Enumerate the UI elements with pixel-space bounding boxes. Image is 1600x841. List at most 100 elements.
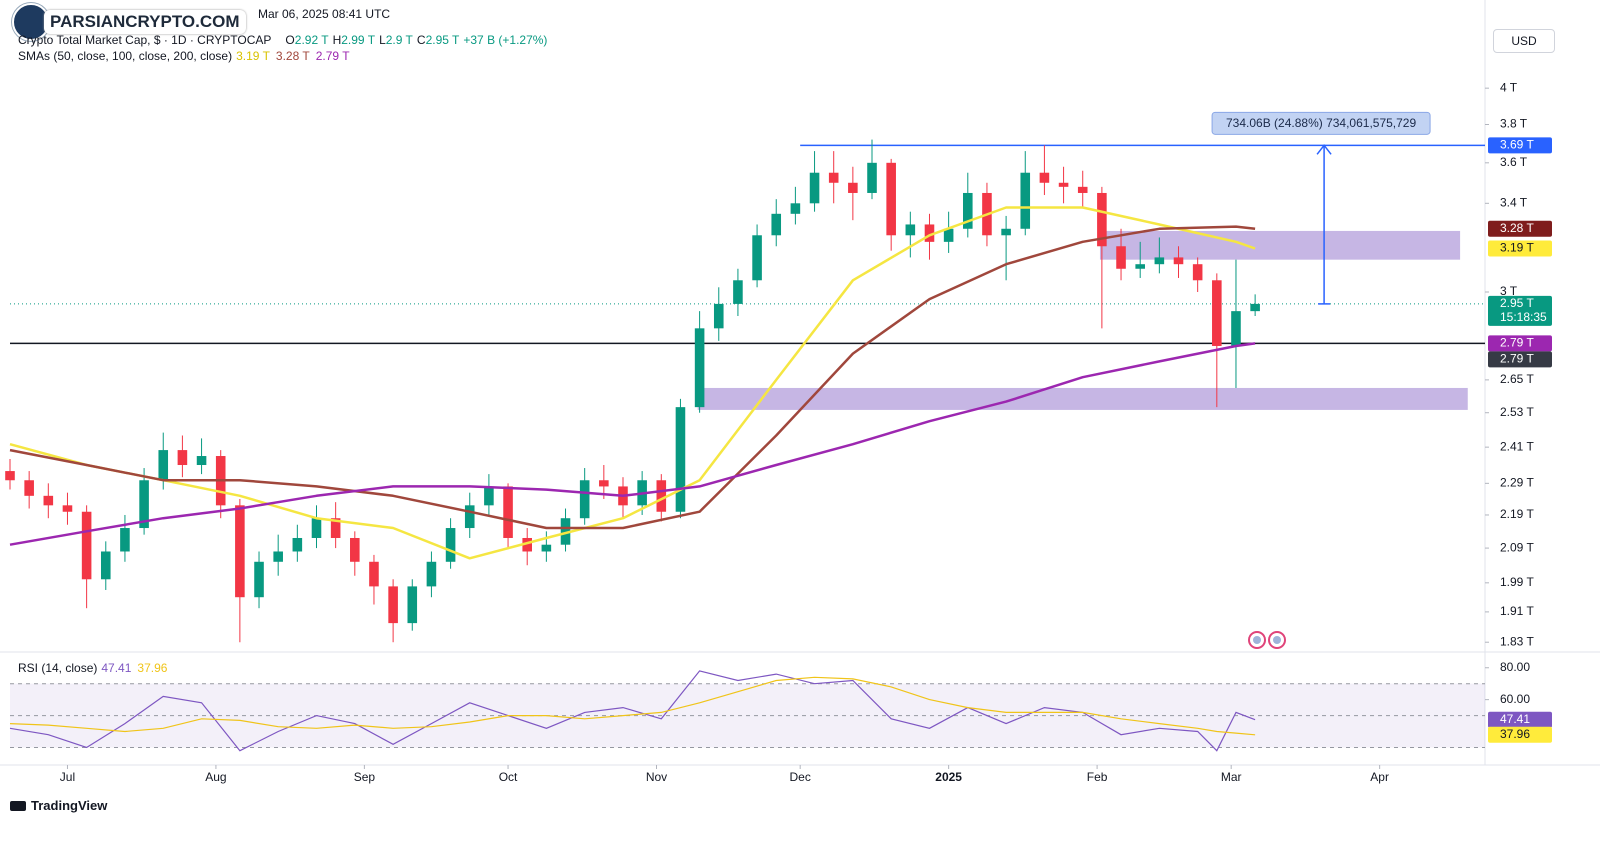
candle-body [1192,264,1203,281]
rsi-label[interactable]: RSI (14, close) [18,661,98,675]
x-tick-label: 2025 [935,770,962,784]
event-icon-inner [1273,636,1281,644]
brand: TradingView [10,798,107,813]
y-tick-label: 2.65 T [1500,372,1534,386]
price-badge-label: 3.69 T [1500,137,1534,151]
y-tick-label: 3.4 T [1500,195,1528,209]
candle-body [848,182,858,193]
rsi-tick-label: 60.00 [1500,692,1530,706]
event-icon-inner [1253,636,1261,644]
candle-body [579,480,590,519]
ohlc-value: 2.95 T [425,33,460,47]
candle-body [292,537,303,552]
x-tick-label: Jul [60,770,75,784]
y-tick-label: 2.09 T [1500,540,1534,554]
sma-line [9,342,1256,546]
x-tick-label: Oct [499,770,518,784]
sma-line [9,206,1256,560]
candle-body [24,480,34,496]
candle-body [560,518,571,545]
ohlc-value: 2.9 T [385,33,413,47]
candle-body [733,280,743,304]
timestamp: Mar 06, 2025 08:41 UTC [258,7,391,21]
candle-body [1097,192,1107,247]
candle-body [330,518,341,538]
candle-body [886,162,896,236]
watermark: PARSIANCRYPTO.COM [12,3,246,41]
candle-body [254,561,264,598]
sma-line [9,225,1256,530]
candle-body [177,450,188,466]
y-tick-label: 3.8 T [1500,117,1528,131]
candle-body [407,586,418,624]
candle-body [445,528,456,562]
candle-body [924,224,935,242]
candle-body [369,561,379,587]
y-tick-label: 4 T [1500,80,1518,94]
ohlc-key: C [416,33,426,47]
y-tick-label: 1.83 T [1500,634,1534,648]
rsi-badge [1488,726,1552,743]
candle-body [771,213,782,236]
y-tick-label: 2.19 T [1500,507,1534,521]
candle-body [541,544,552,552]
x-tick-label: Sep [354,770,376,784]
measure-label: 734.06B (24.88%) 734,061,575,729 [1226,116,1416,130]
candle-body [1020,172,1031,229]
candle-body [503,486,513,538]
price-badge [1488,240,1552,257]
y-tick-label: 1.91 T [1500,604,1534,618]
rsi-row: RSI (14, close) 47.41 37.96 [18,661,167,675]
price-badge [1488,220,1552,237]
sma-legend-value: 2.79 T [315,49,350,63]
candle-body [139,480,149,529]
x-tick-label: Apr [1370,770,1389,784]
currency-button[interactable]: USD [1493,29,1555,53]
sma-legend-value: 3.28 T [275,49,310,63]
ohlc-value: 2.99 T [341,33,376,47]
candle-body [120,528,130,552]
price-badge [1488,295,1552,326]
y-tick-label: 3.6 T [1500,155,1528,169]
ohlc-key: H [332,33,342,47]
rsi-line [9,670,1256,752]
rsi-legend: 47.41 37.96 [101,661,167,675]
candle-body [828,172,839,183]
ohlc-key: O [285,33,295,47]
sma-label[interactable]: SMAs (50, close, 100, close, 200, close) [18,49,233,63]
price-badge-label: 2.79 T [1500,352,1534,366]
ohlc-value: 2.92 T [294,33,329,47]
candle-body [1039,172,1050,183]
watermark-icon [12,3,50,41]
rsi-badge-label: 47.41 [1500,712,1530,726]
symbol-row: Crypto Total Market Cap, $ · 1D · CRYPTO… [18,33,547,47]
rsi-tick-label: 80.00 [1500,660,1530,674]
rsi-legend-value: 37.96 [137,661,168,675]
candle-body [426,561,437,587]
candle-body [388,586,398,624]
candle-body [694,328,705,408]
price-badge-label: 3.28 T [1500,221,1534,235]
x-tick-label: Aug [205,770,226,784]
candle-body [1077,186,1088,193]
candle-body [1154,257,1165,265]
candle-body [273,551,283,562]
candle-body [809,172,820,204]
zone [1099,230,1461,260]
symbol[interactable]: Crypto Total Market Cap, $ · 1D · CRYPTO… [18,33,272,47]
rsi-legend-value: 47.41 [101,661,132,675]
candle-body [158,450,169,481]
x-tick-label: Mar [1221,770,1242,784]
y-tick-label: 1.99 T [1500,575,1534,589]
x-tick-label: Feb [1087,770,1108,784]
y-tick-label: 2.29 T [1500,476,1534,490]
x-tick-label: Dec [790,770,811,784]
x-tick-label: Nov [646,770,667,784]
candle-body [599,480,609,487]
candle-body [656,480,667,512]
price-badge [1488,351,1552,368]
candle-body [1135,264,1145,269]
change: +37 B (+1.27%) [463,33,548,47]
ohlc-key: L [379,33,386,47]
candle-body [752,235,762,281]
